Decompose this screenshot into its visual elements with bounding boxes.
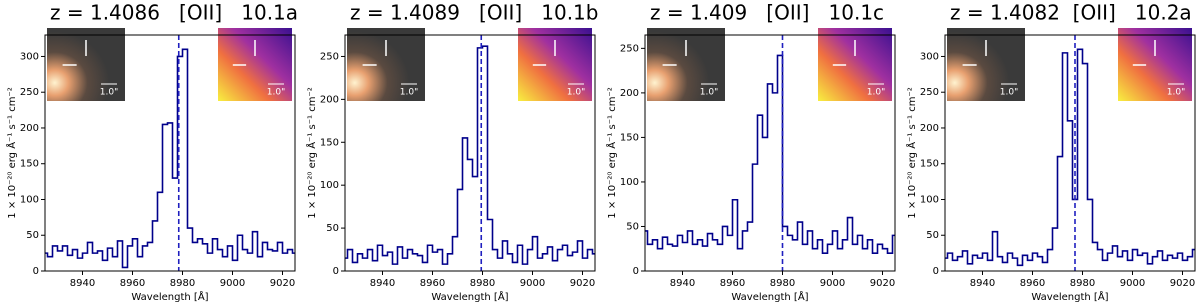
x-tick-label: 8980: [1070, 278, 1095, 289]
y-axis-label: 1 × 10⁻²⁰ erg Å⁻¹ s⁻¹ cm⁻²: [305, 87, 318, 218]
y-tick-label: 50: [926, 230, 939, 241]
x-tick-label: 8940: [670, 278, 695, 289]
x-tick-label: 8960: [720, 278, 745, 289]
scale-label: 1.0": [1000, 88, 1018, 98]
scale-label: 1.0": [267, 88, 285, 98]
y-tick-label: 150: [320, 137, 339, 148]
x-tick-label: 8960: [120, 278, 145, 289]
x-tick-label: 8960: [420, 278, 445, 289]
y-tick-label: 200: [920, 123, 939, 134]
x-tick-label: 9020: [270, 278, 295, 289]
x-tick-label: 8940: [970, 278, 995, 289]
panel-title: z = 1.4082 [OII] 10.2a: [950, 1, 1192, 25]
scale-label: 1.0": [400, 88, 418, 98]
y-tick-label: 100: [920, 194, 939, 205]
panel-title: z = 1.4089 [OII] 10.1b: [350, 1, 598, 25]
y-tick-label: 150: [620, 132, 639, 143]
scale-label: 1.0": [100, 88, 118, 98]
scale-label: 1.0": [1167, 88, 1185, 98]
panel: z = 1.409 [OII] 10.1c 8940 8960 8980 9000 902…: [605, 1, 896, 303]
y-tick-label: 250: [620, 43, 639, 54]
y-axis-label: 1 × 10⁻²⁰ erg Å⁻¹ s⁻¹ cm⁻²: [605, 87, 618, 218]
x-axis-label: Wavelength [Å]: [1031, 290, 1108, 303]
y-tick-label: 50: [626, 221, 639, 232]
axes-frame: [44, 34, 296, 272]
scale-label: 1.0": [700, 88, 718, 98]
x-axis-label: Wavelength [Å]: [131, 290, 208, 303]
x-axis-label: Wavelength [Å]: [731, 290, 808, 303]
x-tick-label: 9020: [570, 278, 595, 289]
spectrum-line: [645, 54, 895, 254]
x-tick-label: 9020: [1170, 278, 1195, 289]
y-tick-label: 200: [620, 88, 639, 99]
panel-title: z = 1.4086 [OII] 10.1a: [50, 1, 298, 25]
spectrum-line: [45, 48, 295, 269]
y-tick-label: 250: [320, 51, 339, 62]
spectrum-line: [345, 45, 595, 265]
axes-frame: [944, 34, 1196, 272]
y-tick-label: 100: [620, 177, 639, 188]
x-axis-label: Wavelength [Å]: [431, 290, 508, 303]
y-tick-label: 0: [33, 266, 39, 277]
y-tick-label: 300: [20, 51, 39, 62]
y-tick-label: 200: [20, 123, 39, 134]
x-tick-label: 8980: [170, 278, 195, 289]
y-tick-label: 250: [20, 87, 39, 98]
spectrum-line: [945, 48, 1195, 267]
y-tick-label: 150: [20, 159, 39, 170]
x-tick-label: 9000: [520, 278, 545, 289]
x-tick-label: 8980: [770, 278, 795, 289]
panel: z = 1.4082 [OII] 10.2a 8940 8960 8980 9000 90…: [905, 1, 1196, 303]
y-tick-label: 300: [920, 51, 939, 62]
axes-frame: [344, 34, 596, 272]
panel-title: z = 1.409 [OII] 10.1c: [650, 1, 884, 25]
x-tick-label: 9000: [220, 278, 245, 289]
x-tick-label: 9000: [1120, 278, 1145, 289]
y-tick-label: 0: [933, 266, 939, 277]
y-axis-label: 1 × 10⁻²⁰ erg Å⁻¹ s⁻¹ cm⁻²: [905, 87, 918, 218]
y-tick-label: 150: [920, 159, 939, 170]
x-tick-label: 8940: [70, 278, 95, 289]
scale-label: 1.0": [867, 88, 885, 98]
y-tick-label: 0: [333, 266, 339, 277]
x-tick-label: 8940: [370, 278, 395, 289]
y-tick-label: 50: [326, 223, 339, 234]
panel: z = 1.4086 [OII] 10.1a 8940 8960 8980 9000 90…: [5, 1, 298, 304]
x-tick-label: 8980: [470, 278, 495, 289]
x-tick-label: 9020: [870, 278, 895, 289]
axes-frame: [644, 34, 896, 272]
y-tick-label: 100: [320, 180, 339, 191]
y-tick-label: 200: [320, 94, 339, 105]
y-tick-label: 0: [633, 266, 639, 277]
x-tick-label: 9000: [820, 278, 845, 289]
y-axis-label: 1 × 10⁻²⁰ erg Å⁻¹ s⁻¹ cm⁻²: [5, 87, 18, 218]
y-tick-label: 250: [920, 87, 939, 98]
panel: z = 1.4089 [OII] 10.1b 8940 8960 8980 9000 90…: [305, 1, 598, 304]
y-tick-label: 50: [26, 230, 39, 241]
y-tick-label: 100: [20, 194, 39, 205]
x-tick-label: 8960: [1020, 278, 1045, 289]
scale-label: 1.0": [567, 88, 585, 98]
